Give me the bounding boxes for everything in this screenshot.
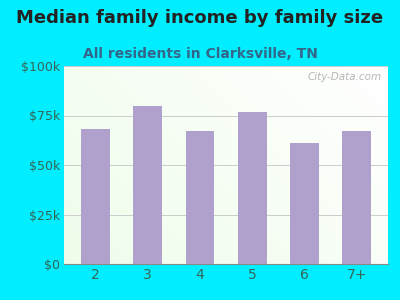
Bar	[81, 129, 110, 264]
Text: Median family income by family size: Median family income by family size	[16, 9, 384, 27]
Bar	[133, 106, 162, 264]
Bar	[342, 131, 371, 264]
Bar	[290, 143, 319, 264]
Bar	[186, 131, 214, 264]
Bar	[238, 112, 266, 264]
Text: All residents in Clarksville, TN: All residents in Clarksville, TN	[82, 46, 318, 61]
Text: City-Data.com: City-Data.com	[307, 72, 382, 82]
